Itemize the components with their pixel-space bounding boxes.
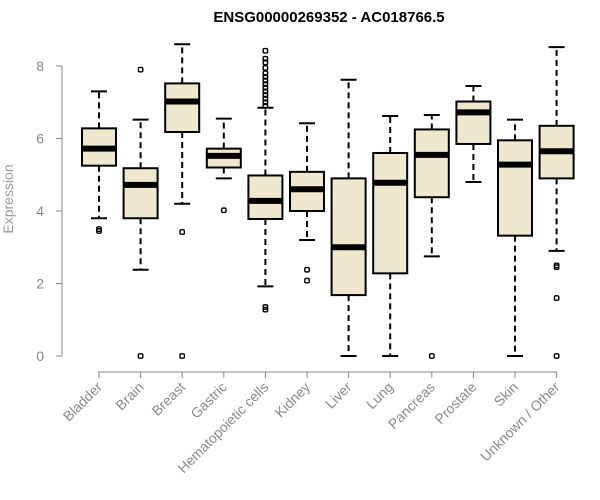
box-hematopoietic-cells [247, 47, 284, 313]
outlier-point [220, 207, 227, 214]
outlier-point [428, 353, 435, 359]
box-unknown-other [538, 46, 575, 359]
y-axis-label: Expression [0, 164, 16, 233]
box-bladder [81, 90, 117, 234]
iqr-box [497, 139, 533, 237]
y-ticks: 0 2 4 6 8 [36, 58, 62, 364]
outlier-point [262, 304, 269, 310]
x-tick-label: Kidney [272, 379, 314, 421]
x-tick-label: Liver [322, 379, 355, 412]
outlier-point [262, 64, 269, 71]
box-lung [372, 115, 409, 357]
outlier-point [96, 226, 102, 233]
outlier-point [179, 353, 186, 359]
box-prostate [455, 84, 492, 183]
box-breast [164, 43, 201, 359]
outlier-point [262, 88, 269, 95]
box-skin [497, 118, 533, 357]
iqr-box [372, 152, 409, 275]
outlier-point [553, 353, 560, 359]
outlier-point [262, 92, 269, 98]
y-tick-label: 2 [36, 276, 44, 292]
outlier-point [553, 295, 560, 301]
y-tick-label: 4 [36, 203, 44, 219]
y-tick-label: 6 [36, 131, 44, 147]
iqr-box [122, 167, 159, 220]
outlier-point [262, 95, 269, 102]
x-tick-label: Lung [363, 379, 396, 412]
iqr-box [330, 177, 367, 297]
outlier-point [262, 77, 269, 84]
outlier-point [179, 229, 186, 235]
x-tick-label: Prostate [431, 379, 479, 427]
outlier-point [262, 59, 269, 66]
outlier-point [262, 73, 269, 80]
outlier-point [137, 353, 144, 359]
box-gastric [205, 117, 242, 214]
box-kidney [289, 122, 325, 284]
box-liver [330, 78, 367, 357]
box-pancreas [413, 113, 450, 359]
outlier-point [262, 99, 269, 106]
iqr-box [247, 174, 284, 220]
outlier-point [137, 66, 144, 73]
outlier-point [262, 102, 269, 109]
x-tick-label: Breast [148, 379, 188, 419]
outlier-point [262, 47, 269, 54]
chart-title: ENSG00000269352 - AC018766.5 [213, 9, 444, 26]
outlier-point [304, 266, 310, 273]
iqr-box [455, 100, 492, 145]
outlier-point [262, 84, 269, 91]
x-tick-label: Brain [112, 379, 146, 413]
outlier-point [304, 277, 310, 284]
x-tick-label: Bladder [60, 379, 106, 425]
x-tick-label: Unknown / Other [477, 379, 563, 465]
x-tick-label: Skin [491, 379, 522, 410]
outlier-point [553, 262, 560, 269]
box-brain [122, 66, 159, 359]
y-tick-label: 8 [36, 58, 44, 74]
outlier-point [262, 70, 269, 77]
outlier-point [262, 81, 269, 88]
outlier-point [262, 55, 269, 62]
box-group [81, 43, 575, 359]
y-tick-label: 0 [36, 348, 44, 364]
iqr-box [164, 82, 201, 133]
iqr-box [413, 128, 450, 199]
